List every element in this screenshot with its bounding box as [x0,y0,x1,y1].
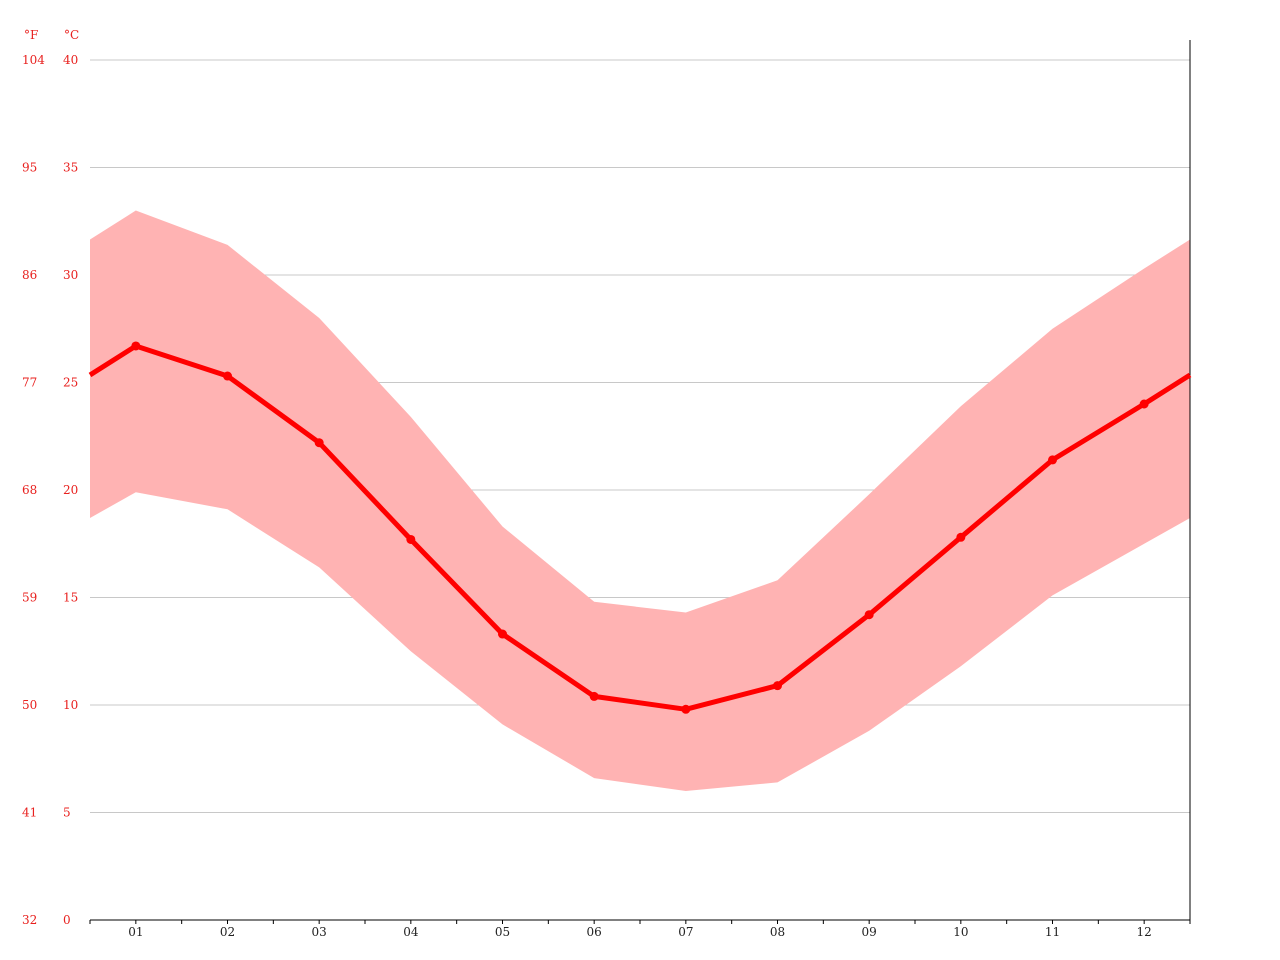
y-tick-label-celsius: 15 [63,591,78,605]
y-tick-label-fahrenheit: 77 [22,376,37,390]
x-tick-label: 09 [862,925,877,939]
data-point [498,629,507,639]
y-tick-label-fahrenheit: 86 [22,268,37,282]
x-tick-label: 06 [587,925,602,939]
y-tick-label-celsius: 25 [63,376,78,390]
y-tick-label-celsius: 10 [63,698,78,712]
data-point [589,691,599,701]
y-tick-label-fahrenheit: 68 [22,483,37,497]
celsius-unit-label: °C [64,28,79,42]
data-point [773,681,782,691]
data-point [223,371,232,381]
y-axis-labels: 32 0 41 5 50 10 59 15 68 20 77 25 86 30 95 35 104 40 [22,53,78,927]
x-tick-label: 10 [953,925,968,939]
data-point [956,532,966,542]
data-point [406,534,416,544]
y-tick-label-fahrenheit: 104 [22,53,45,67]
x-tick-label: 11 [1045,925,1060,939]
x-tick-label: 02 [220,925,235,939]
x-tick-label: 08 [770,925,785,939]
data-point [864,610,874,620]
data-point [681,704,691,714]
y-tick-label-celsius: 20 [63,483,78,497]
y-tick-label-fahrenheit: 95 [22,161,37,175]
y-tick-label-fahrenheit: 41 [22,806,37,820]
x-tick-label: 07 [678,925,693,939]
y-tick-label-celsius: 0 [63,913,71,927]
axes [89,40,1191,924]
x-axis-labels: 01 02 03 04 05 06 07 08 09 10 11 12 [128,925,1152,939]
x-tick-label: 05 [495,925,510,939]
y-tick-label-fahrenheit: 59 [22,591,37,605]
average-temperature-line [88,343,1192,712]
y-tick-label-celsius: 30 [63,268,78,282]
y-tick-label-fahrenheit: 50 [22,698,37,712]
data-point [1139,399,1149,409]
temperature-range-band [90,210,1190,791]
y-tick-label-celsius: 40 [63,53,78,67]
x-tick-label: 03 [312,925,327,939]
data-point [131,341,141,351]
y-tick-label-celsius: 5 [63,806,71,820]
y-tick-label-fahrenheit: 32 [22,913,37,927]
x-tick-label: 04 [403,925,419,939]
x-tick-label: 12 [1137,925,1152,939]
y-tick-label-celsius: 35 [63,161,78,175]
average-temperature-points [131,341,1149,714]
data-point [1048,455,1057,465]
data-point [314,438,324,448]
x-tick-label: 01 [128,925,143,939]
fahrenheit-unit-label: °F [24,28,38,42]
